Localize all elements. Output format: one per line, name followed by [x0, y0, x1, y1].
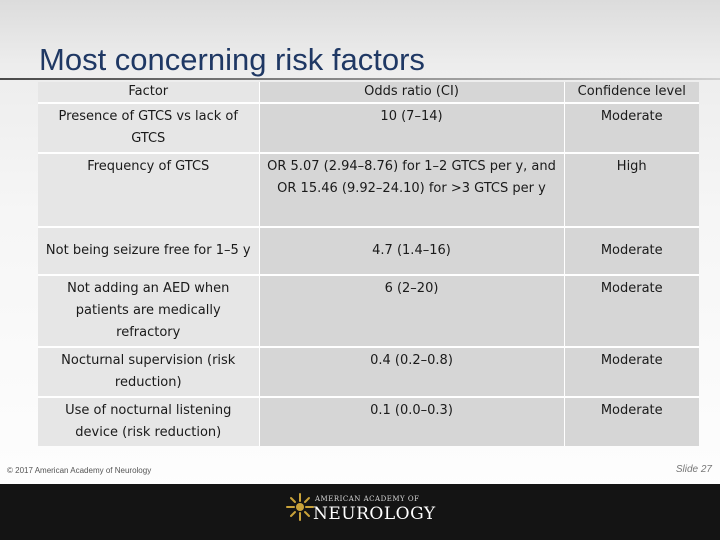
confidence-cell: Moderate	[564, 397, 699, 446]
odds-cell: OR 5.07 (2.94–8.76) for 1–2 GTCS per y, …	[259, 153, 565, 227]
table-row: Presence of GTCS vs lack of GTCS 10 (7–1…	[38, 103, 699, 153]
aan-logo: AMERICAN ACADEMY OF NEUROLOGY	[285, 490, 435, 534]
slide-number: Slide 27	[675, 464, 712, 475]
header-factor: Factor	[38, 82, 260, 103]
table-row: Not adding an AED when patients are medi…	[38, 275, 699, 347]
header-odds-ratio: Odds ratio (CI)	[259, 82, 565, 103]
confidence-cell: Moderate	[564, 275, 699, 347]
confidence-cell: Moderate	[564, 103, 699, 153]
factor-cell: Use of nocturnal listening device (risk …	[38, 397, 260, 446]
odds-cell: 0.4 (0.2–0.8)	[259, 347, 565, 397]
factor-cell: Frequency of GTCS	[38, 153, 260, 227]
header-confidence-level: Confidence level	[564, 82, 699, 103]
table-row: Use of nocturnal listening device (risk …	[38, 397, 699, 446]
odds-cell: 4.7 (1.4–16)	[259, 227, 565, 275]
odds-cell: 0.1 (0.0–0.3)	[259, 397, 565, 446]
title-divider	[0, 78, 720, 80]
factor-cell: Nocturnal supervision (risk reduction)	[38, 347, 260, 397]
confidence-cell: Moderate	[564, 227, 699, 275]
odds-cell: 10 (7–14)	[259, 103, 565, 153]
sunburst-logo-icon	[286, 493, 314, 521]
table-row: Not being seizure free for 1–5 y 4.7 (1.…	[38, 227, 699, 275]
factor-cell: Presence of GTCS vs lack of GTCS	[38, 103, 260, 153]
copyright-notice: © 2017 American Academy of Neurology	[7, 466, 152, 475]
footer-bar: AMERICAN ACADEMY OF NEUROLOGY	[0, 484, 720, 540]
table-header-row: Factor Odds ratio (CI) Confidence level	[38, 82, 699, 103]
table-row: Frequency of GTCS OR 5.07 (2.94–8.76) fo…	[38, 153, 699, 227]
confidence-cell: Moderate	[564, 347, 699, 397]
logo-text-line1: AMERICAN ACADEMY OF	[315, 495, 420, 503]
logo-text-line2: NEUROLOGY	[313, 504, 436, 524]
odds-cell: 6 (2–20)	[259, 275, 565, 347]
table-row: Nocturnal supervision (risk reduction) 0…	[38, 347, 699, 397]
confidence-cell: High	[564, 153, 699, 227]
slide-title: Most concerning risk factors	[39, 42, 425, 77]
risk-factors-table: Factor Odds ratio (CI) Confidence level …	[38, 82, 699, 446]
factor-cell: Not being seizure free for 1–5 y	[38, 227, 260, 275]
factor-cell: Not adding an AED when patients are medi…	[38, 275, 260, 347]
